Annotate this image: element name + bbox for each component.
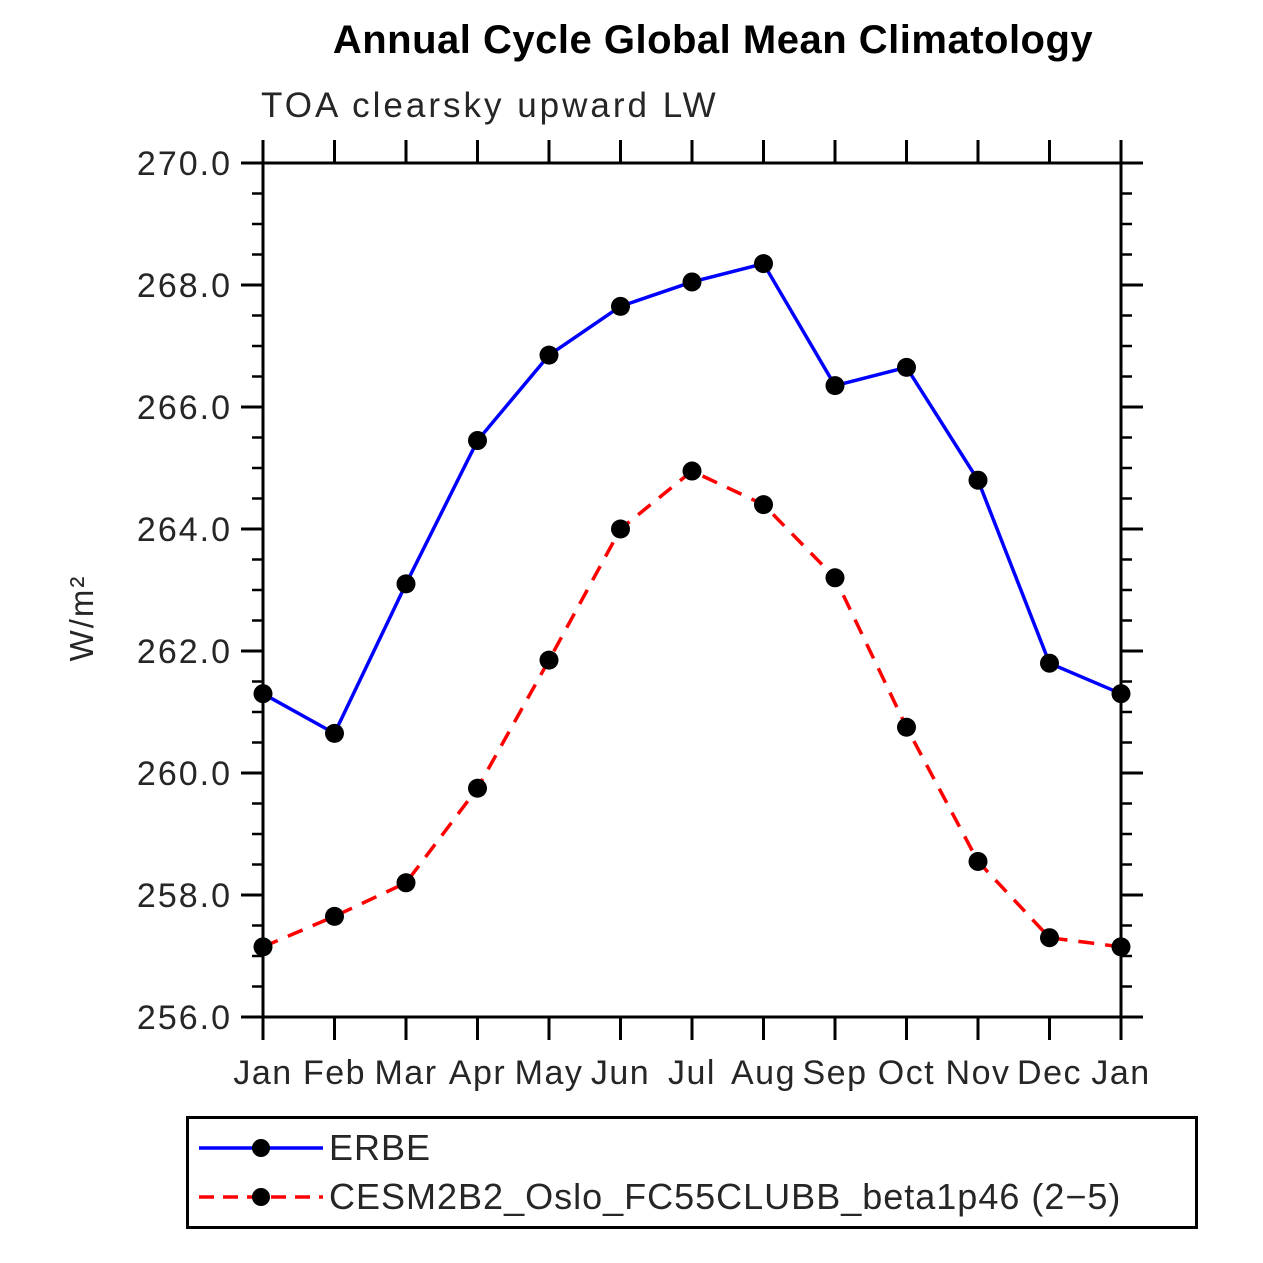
y-tick-label: 256.0	[137, 999, 232, 1037]
x-tick-label: May	[515, 1054, 584, 1092]
x-tick-label: Jan	[233, 1054, 292, 1092]
data-point-marker-erbe	[539, 345, 559, 365]
data-point-marker-cesm	[1111, 937, 1131, 957]
data-point-marker-erbe	[325, 723, 344, 743]
x-tick-label: Oct	[878, 1054, 935, 1092]
data-point-marker-erbe	[1040, 653, 1059, 673]
data-point-marker-erbe	[897, 357, 916, 377]
data-point-marker-erbe	[1111, 684, 1131, 704]
x-tick-label: Feb	[303, 1054, 366, 1092]
chart-subtitle: TOA clearsky upward LW	[261, 86, 719, 125]
data-point-marker-erbe	[754, 254, 773, 274]
x-tick-label: Jan	[1091, 1054, 1150, 1092]
y-tick-label: 264.0	[137, 511, 232, 549]
y-tick-label: 270.0	[137, 145, 232, 183]
y-tick-label: 262.0	[137, 633, 232, 671]
data-point-marker-cesm	[396, 873, 416, 893]
data-point-marker-erbe	[611, 296, 630, 316]
legend-line-sample-erbe	[199, 1138, 323, 1157]
data-point-marker-erbe	[396, 574, 416, 594]
data-point-marker-cesm	[253, 937, 273, 957]
legend-cesm-marker-icon	[252, 1188, 270, 1207]
y-tick-label: 268.0	[137, 267, 232, 305]
x-tick-label: Aug	[731, 1054, 796, 1092]
x-tick-label: Jun	[591, 1054, 650, 1092]
data-point-marker-cesm	[539, 650, 559, 670]
data-point-marker-cesm	[1040, 928, 1059, 948]
data-point-marker-erbe	[825, 376, 845, 396]
data-point-marker-cesm	[611, 519, 630, 539]
y-tick-label: 258.0	[137, 877, 232, 915]
x-tick-label: Mar	[374, 1054, 437, 1092]
x-tick-label: Apr	[449, 1054, 506, 1092]
y-tick-label: 266.0	[137, 389, 232, 427]
data-point-marker-cesm	[325, 906, 344, 926]
legend-item-cesm: CESM2B2_Oslo_FC55CLUBB_beta1p46 (2−5)	[197, 1176, 1195, 1218]
data-point-marker-erbe	[968, 470, 988, 490]
chart-title: Annual Cycle Global Mean Climatology	[332, 18, 1094, 62]
data-point-marker-erbe	[253, 684, 273, 704]
legend: ERBE CESM2B2_Oslo_FC55CLUBB_beta1p46 (2−…	[186, 1116, 1198, 1229]
series-line-cesm	[262, 468, 1122, 949]
data-point-marker-cesm	[754, 495, 773, 515]
data-point-marker-cesm	[468, 778, 487, 798]
data-point-marker-erbe	[468, 431, 487, 451]
x-tick-label: Jul	[668, 1054, 716, 1092]
legend-item-erbe: ERBE	[197, 1127, 1195, 1169]
data-point-marker-cesm	[682, 461, 702, 481]
legend-erbe-marker-icon	[252, 1138, 270, 1157]
y-tick-label: 260.0	[137, 755, 232, 793]
data-point-marker-cesm	[968, 851, 988, 871]
x-tick-label: Dec	[1017, 1054, 1082, 1092]
legend-label-erbe: ERBE	[329, 1126, 432, 1168]
data-point-marker-cesm	[825, 568, 845, 588]
x-tick-label: Nov	[946, 1054, 1011, 1092]
legend-label-cesm: CESM2B2_Oslo_FC55CLUBB_beta1p46 (2−5)	[329, 1176, 1122, 1218]
data-point-marker-cesm	[897, 717, 916, 737]
x-tick-label: Sep	[803, 1054, 868, 1092]
series-line-erbe	[262, 261, 1122, 736]
data-point-marker-erbe	[682, 272, 702, 292]
legend-line-sample-cesm	[199, 1188, 323, 1207]
